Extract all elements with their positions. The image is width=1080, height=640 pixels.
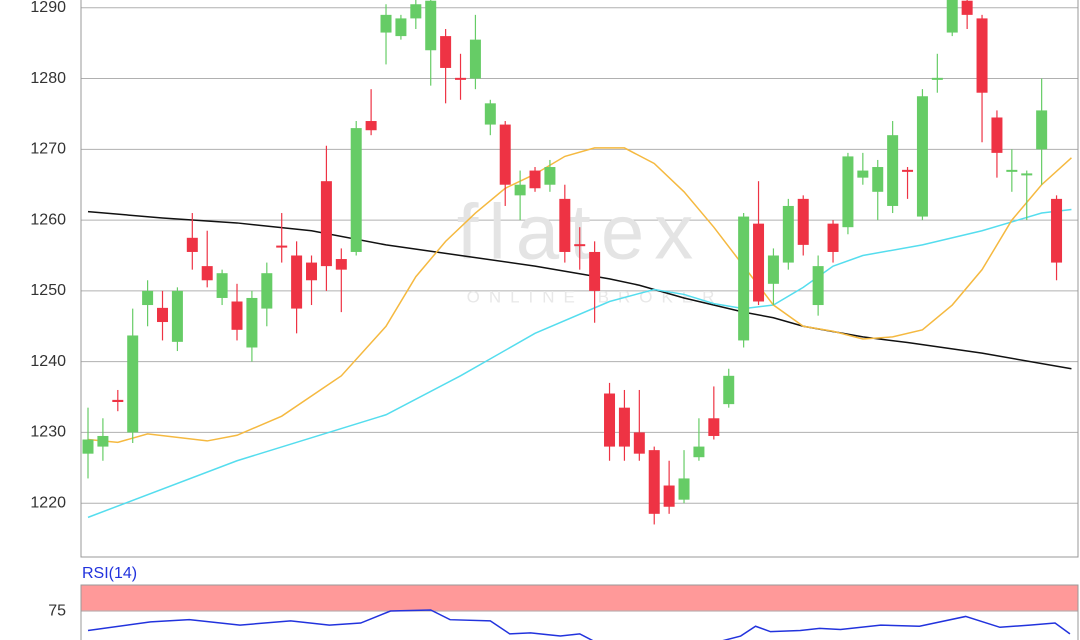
y-tick-label: 1220: [30, 494, 66, 511]
candle-body: [201, 266, 213, 281]
candle-body: [306, 262, 318, 281]
rsi-title: RSI(14): [82, 565, 137, 582]
candle-body: [380, 14, 392, 33]
candle-body: [797, 198, 809, 245]
candle-body: [916, 96, 928, 217]
candle-body: [1006, 169, 1018, 172]
candle-body: [574, 244, 586, 247]
candle-body: [961, 0, 973, 15]
candle-body: [767, 255, 779, 284]
candle-body: [931, 77, 943, 80]
candle-body: [276, 245, 288, 248]
moving-average: [87, 208, 1072, 519]
candle-body: [469, 39, 481, 79]
candle-body: [827, 223, 839, 252]
candle-body: [663, 485, 675, 507]
candle-body: [127, 335, 139, 433]
candle-body: [425, 0, 437, 51]
candle-body: [440, 36, 452, 68]
rsi-border: [80, 584, 1079, 640]
moving-average: [87, 147, 1072, 444]
candle-body: [1021, 173, 1033, 176]
y-tick-label: 1270: [30, 141, 66, 158]
candle-body: [97, 435, 109, 447]
candle-body: [142, 290, 154, 306]
candle-body: [410, 4, 422, 19]
moving-average: [87, 210, 1072, 370]
plot-border: [80, 0, 1079, 558]
candle-body: [335, 259, 347, 270]
candle-body: [782, 205, 794, 263]
y-tick-label: 75: [48, 602, 66, 619]
candle-body: [604, 393, 616, 447]
candle-body: [246, 297, 258, 348]
candle-body: [320, 181, 332, 267]
candle-body: [186, 237, 198, 252]
candle-body: [723, 375, 735, 405]
candle-body: [112, 399, 124, 403]
candle-body: [753, 223, 765, 302]
candle-body: [365, 121, 377, 131]
candle-body: [216, 273, 228, 298]
price-panel: 12201230124012501260127012801290flatexON…: [30, 0, 1079, 558]
candle-body: [350, 128, 362, 252]
candle-body: [678, 478, 690, 500]
candle-body: [455, 77, 467, 80]
candle-body: [1051, 198, 1063, 263]
candle-body: [484, 103, 496, 125]
rsi-plot-area: [87, 609, 1071, 640]
candle-body: [291, 255, 303, 309]
candle-body: [231, 301, 243, 330]
candle-body: [708, 418, 720, 436]
y-tick-label: 1260: [30, 211, 66, 228]
candle-body: [812, 266, 824, 306]
y-tick-label: 1280: [30, 70, 66, 87]
candle-body: [589, 251, 601, 291]
candle-body: [171, 290, 183, 342]
watermark-sub: ONLINE BROKER: [467, 287, 724, 306]
candle-body: [514, 184, 526, 196]
candle-body: [157, 307, 169, 323]
candle-body: [872, 167, 884, 192]
candle-body: [261, 273, 273, 309]
plot-area: [82, 0, 1072, 525]
candle-body: [395, 18, 407, 37]
candle-body: [857, 170, 869, 178]
candle-body: [738, 216, 750, 341]
candle-body: [618, 407, 630, 447]
candle-body: [529, 170, 541, 189]
candle-body: [902, 169, 914, 172]
candle-body: [648, 450, 660, 514]
candle-body: [887, 135, 899, 206]
y-tick-label: 1250: [30, 282, 66, 299]
y-tick-label: 1230: [30, 424, 66, 441]
candle-body: [976, 18, 988, 93]
y-tick-label: 1290: [30, 0, 66, 16]
candle-body: [991, 117, 1003, 153]
candle-body: [946, 0, 958, 33]
y-tick-label: 1240: [30, 353, 66, 370]
candle-body: [1036, 110, 1048, 150]
candle-body: [693, 446, 705, 458]
candle-body: [633, 432, 645, 454]
overbought-band: [80, 584, 1079, 612]
candle-body: [559, 198, 571, 252]
candle-body: [544, 167, 556, 185]
candle-body: [82, 439, 94, 454]
candle-body: [499, 124, 511, 185]
candle-body: [842, 156, 854, 228]
rsi-line: [87, 609, 1071, 640]
rsi-panel: RSI(14) 75: [48, 565, 1079, 640]
